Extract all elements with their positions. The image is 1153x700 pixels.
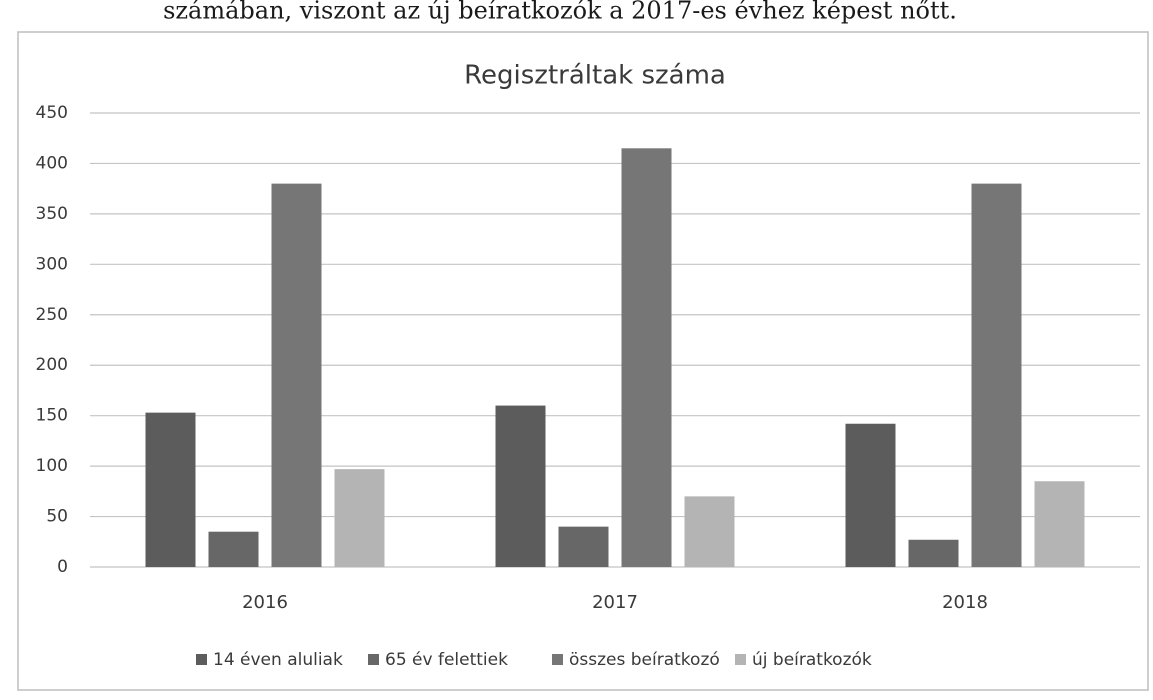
chart-title: Regisztráltak száma — [464, 61, 726, 91]
legend-swatch — [196, 654, 207, 665]
bar — [271, 183, 322, 567]
bar — [971, 183, 1022, 567]
chart-border — [17, 31, 1149, 691]
y-tick-label: 450 — [36, 103, 68, 123]
bar — [495, 405, 546, 567]
legend-label: összes beíratkozó — [569, 650, 720, 670]
y-tick-label: 50 — [46, 507, 68, 527]
bar — [208, 531, 259, 567]
bar — [621, 148, 672, 568]
y-tick-label: 400 — [36, 153, 68, 173]
x-tick-label: 2017 — [592, 592, 638, 613]
x-tick-label: 2018 — [942, 592, 988, 613]
legend-swatch — [735, 654, 746, 665]
y-tick-label: 200 — [36, 355, 68, 375]
legend-swatch — [552, 654, 563, 665]
legend-label: 14 éven aluliak — [213, 650, 343, 670]
bar — [558, 526, 609, 567]
bar — [145, 412, 196, 567]
y-tick-label: 300 — [36, 254, 68, 274]
bar — [1034, 481, 1085, 567]
bar — [908, 539, 959, 567]
y-tick-label: 150 — [36, 406, 68, 426]
legend-label: új beíratkozók — [752, 650, 872, 670]
legend-swatch — [368, 654, 379, 665]
bar — [684, 496, 735, 567]
x-tick-label: 2016 — [242, 592, 288, 613]
y-tick-label: 0 — [57, 557, 68, 577]
bar — [845, 423, 896, 567]
y-tick-label: 100 — [36, 456, 68, 476]
caption: számában, viszont az új beíratkozók a 20… — [163, 0, 957, 25]
bar — [334, 469, 385, 567]
y-tick-label: 250 — [36, 305, 68, 325]
legend-label: 65 év felettiek — [385, 650, 508, 670]
y-tick-label: 350 — [36, 204, 68, 224]
